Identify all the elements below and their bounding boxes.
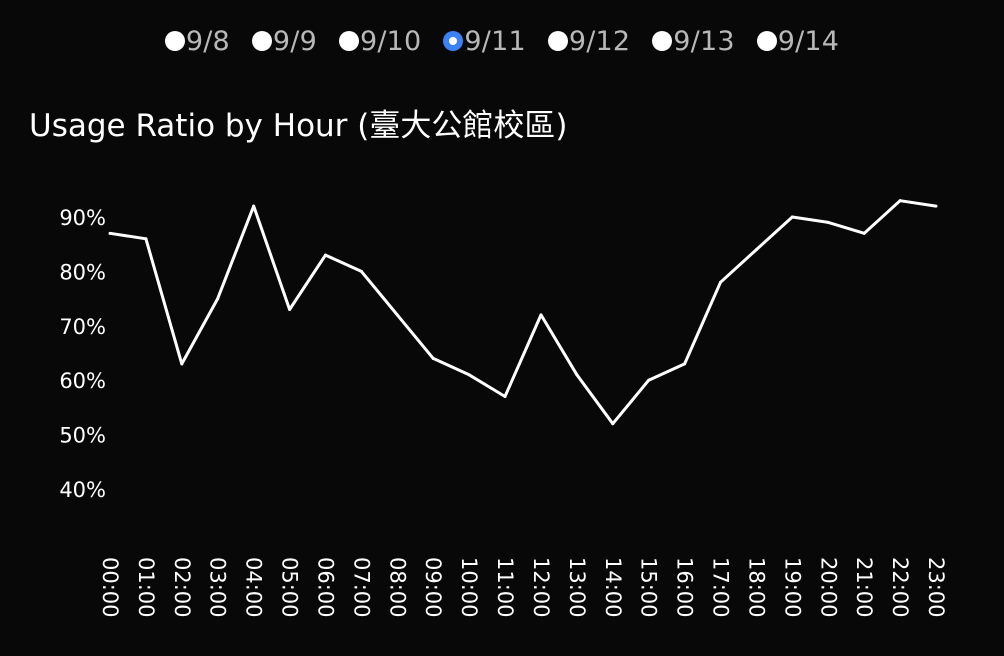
date-option-label: 9/11 bbox=[464, 25, 526, 57]
data-point bbox=[683, 362, 687, 366]
data-point bbox=[180, 362, 184, 366]
data-point bbox=[862, 231, 866, 235]
data-point bbox=[108, 231, 112, 235]
date-option-9-10[interactable]: 9/10 bbox=[338, 25, 422, 57]
data-point bbox=[144, 237, 148, 241]
data-point bbox=[575, 373, 579, 377]
radio-icon[interactable] bbox=[251, 31, 272, 51]
date-option-9-9[interactable]: 9/9 bbox=[251, 25, 317, 57]
y-tick-label: 70% bbox=[59, 315, 106, 339]
x-tick-label: 00:00 bbox=[98, 557, 122, 618]
date-option-label: 9/13 bbox=[673, 25, 735, 57]
data-point bbox=[216, 297, 220, 301]
x-tick-label: 18:00 bbox=[744, 557, 768, 618]
y-tick-label: 90% bbox=[59, 206, 106, 230]
data-point bbox=[611, 422, 615, 426]
chart-title: Usage Ratio by Hour (臺大公館校區) bbox=[29, 108, 568, 144]
x-tick-label: 10:00 bbox=[457, 557, 481, 618]
data-point bbox=[719, 280, 723, 284]
data-point bbox=[288, 307, 292, 311]
x-tick-label: 08:00 bbox=[385, 557, 409, 618]
x-tick-label: 16:00 bbox=[673, 557, 697, 618]
series-line bbox=[109, 199, 937, 426]
date-option-9-13[interactable]: 9/13 bbox=[652, 25, 735, 57]
date-option-9-12[interactable]: 9/12 bbox=[547, 25, 631, 57]
x-tick-label: 02:00 bbox=[170, 557, 194, 618]
date-option-label: 9/14 bbox=[777, 25, 840, 57]
data-point bbox=[826, 220, 830, 224]
radio-icon[interactable] bbox=[756, 31, 777, 51]
x-tick-label: 21:00 bbox=[852, 557, 876, 618]
date-selector: 9/8 9/9 9/10 9/11 9/12 9/13 9/14 bbox=[0, 24, 1004, 58]
date-option-label: 9/9 bbox=[272, 25, 317, 57]
y-tick-label: 80% bbox=[59, 260, 106, 284]
x-tick-label: 20:00 bbox=[816, 557, 840, 618]
date-option-9-11[interactable]: 9/11 bbox=[443, 25, 526, 57]
x-tick-label: 15:00 bbox=[637, 557, 661, 618]
radio-icon[interactable] bbox=[338, 31, 359, 51]
data-point bbox=[647, 378, 651, 382]
data-point bbox=[934, 204, 938, 208]
x-tick-label: 14:00 bbox=[601, 557, 625, 618]
radio-icon[interactable] bbox=[652, 31, 673, 51]
x-tick-label: 06:00 bbox=[313, 557, 337, 618]
date-option-9-8[interactable]: 9/8 bbox=[164, 25, 230, 57]
x-tick-label: 04:00 bbox=[242, 557, 266, 618]
date-option-label: 9/10 bbox=[359, 25, 422, 57]
data-point bbox=[467, 373, 471, 377]
data-point bbox=[790, 215, 794, 219]
x-tick-label: 19:00 bbox=[780, 557, 804, 618]
x-tick-label: 01:00 bbox=[134, 557, 158, 618]
data-point bbox=[252, 204, 256, 208]
x-tick-label: 11:00 bbox=[493, 557, 517, 618]
x-tick-label: 12:00 bbox=[529, 557, 553, 618]
radio-icon[interactable] bbox=[164, 31, 185, 51]
x-tick-label: 13:00 bbox=[565, 557, 589, 618]
data-point bbox=[431, 356, 435, 360]
x-tick-label: 17:00 bbox=[709, 557, 733, 618]
data-point bbox=[395, 313, 399, 317]
y-tick-label: 40% bbox=[59, 478, 106, 502]
x-tick-label: 23:00 bbox=[924, 557, 948, 618]
x-tick-label: 07:00 bbox=[349, 557, 373, 618]
date-option-9-14[interactable]: 9/14 bbox=[756, 25, 840, 57]
data-point bbox=[323, 253, 327, 257]
x-tick-label: 05:00 bbox=[278, 557, 302, 618]
radio-selected-icon[interactable] bbox=[443, 31, 464, 51]
y-tick-label: 50% bbox=[59, 424, 106, 448]
date-option-label: 9/8 bbox=[185, 25, 230, 57]
x-tick-label: 03:00 bbox=[206, 557, 230, 618]
data-point bbox=[898, 199, 902, 203]
data-point bbox=[754, 248, 758, 252]
data-point bbox=[539, 313, 543, 317]
y-tick-label: 60% bbox=[59, 369, 106, 393]
date-option-label: 9/12 bbox=[568, 25, 631, 57]
data-point bbox=[359, 269, 363, 273]
x-tick-label: 09:00 bbox=[421, 557, 445, 618]
data-point bbox=[503, 395, 507, 399]
x-tick-label: 22:00 bbox=[888, 557, 912, 618]
radio-icon[interactable] bbox=[547, 31, 568, 51]
